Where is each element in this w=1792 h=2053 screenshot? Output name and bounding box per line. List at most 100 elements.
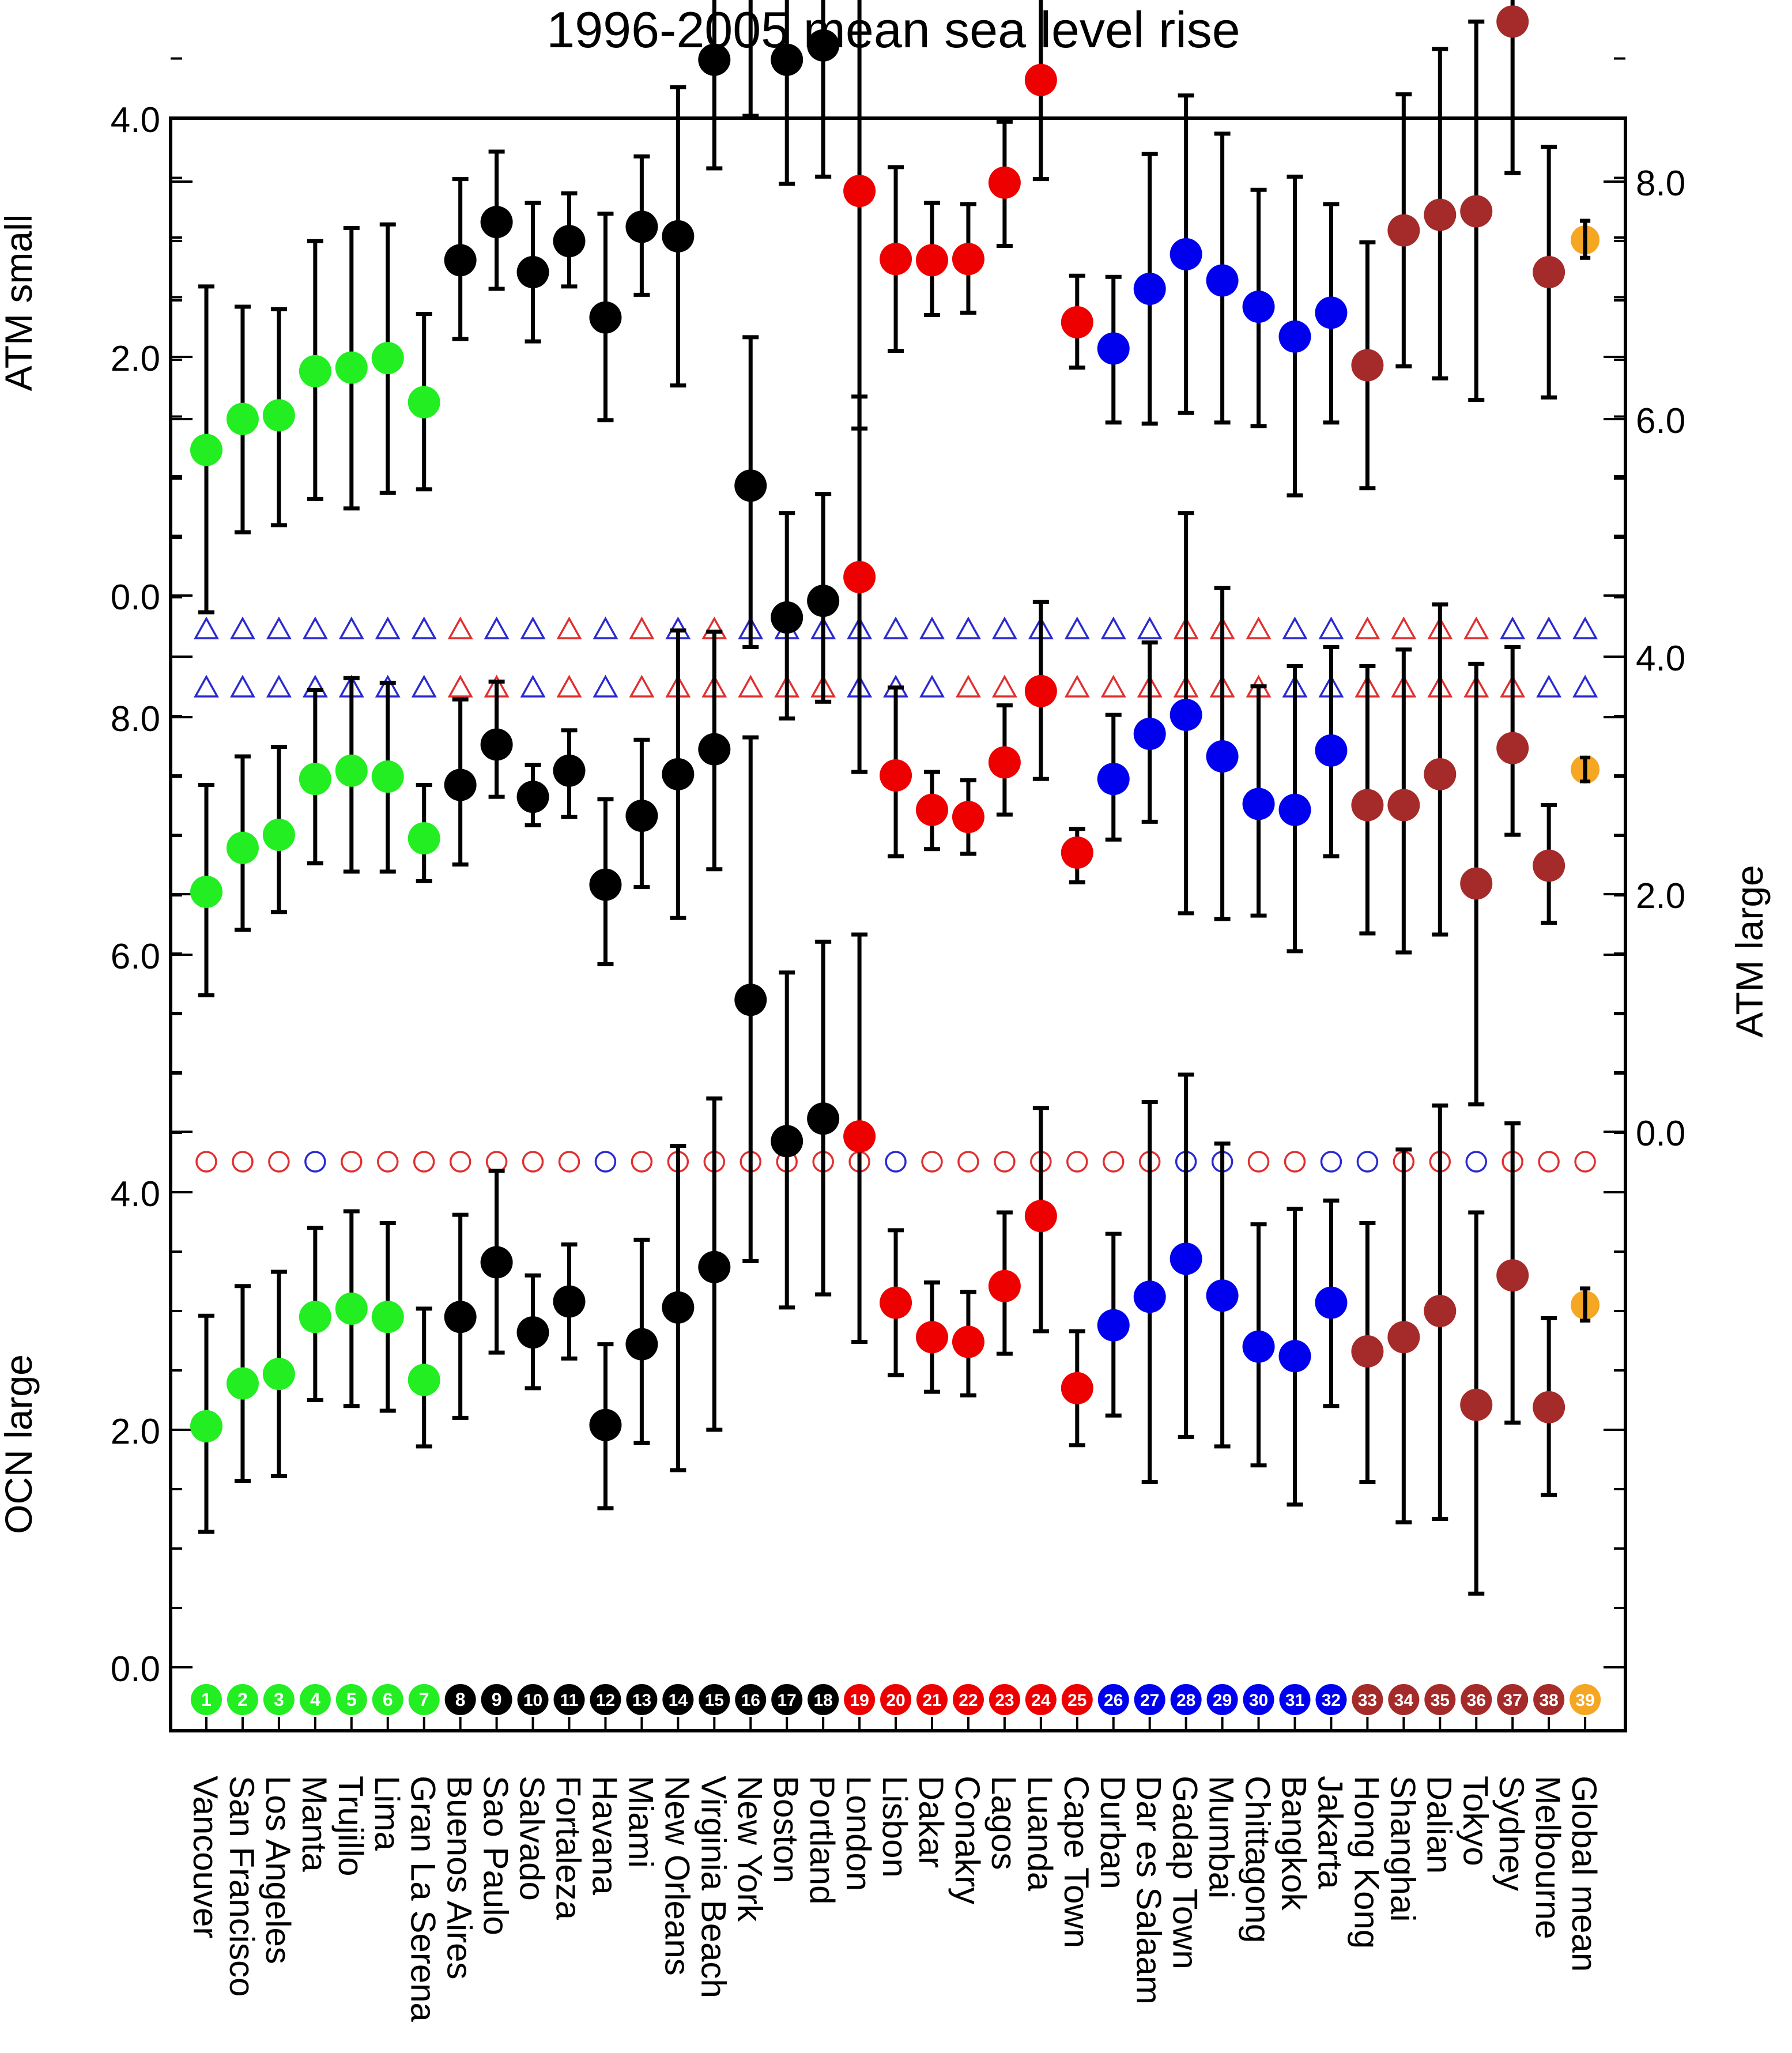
circle-marker — [341, 1151, 363, 1173]
data-point-36 — [1460, 1210, 1493, 1596]
point-marker — [1460, 1388, 1493, 1421]
point-marker — [952, 243, 984, 276]
circle-marker — [449, 1151, 471, 1173]
point-marker — [1496, 5, 1529, 38]
point-marker — [371, 1301, 404, 1333]
circle-marker — [268, 1151, 290, 1173]
data-point-17 — [771, 970, 803, 1310]
x-category-label: Mumbai — [1202, 1776, 1241, 1898]
data-point-19 — [843, 394, 876, 774]
number-badge-35: 35 — [1424, 1684, 1456, 1715]
point-marker — [408, 386, 440, 419]
point-marker — [1097, 332, 1130, 365]
data-point-17 — [771, 511, 803, 721]
badge-circle — [1533, 1684, 1565, 1715]
point-marker — [988, 1270, 1021, 1302]
badge-number: 21 — [922, 1691, 941, 1710]
data-point-38 — [1533, 145, 1565, 400]
data-point-38 — [1533, 1316, 1565, 1497]
data-point-35 — [1424, 1103, 1457, 1521]
data-point-2 — [226, 754, 259, 932]
point-marker — [1242, 1330, 1275, 1363]
data-point-21 — [916, 770, 948, 852]
x-category-label: Virginia Beach — [694, 1776, 733, 1998]
data-point-28 — [1169, 93, 1202, 415]
data-point-36 — [1460, 19, 1493, 402]
number-badge-27: 27 — [1134, 1684, 1165, 1715]
badge-number: 6 — [383, 1689, 393, 1710]
x-category-label: Havana — [585, 1776, 624, 1895]
triangle-marker — [883, 616, 909, 639]
point-marker — [1242, 788, 1275, 820]
triangle-marker — [1536, 675, 1562, 698]
point-marker — [480, 728, 513, 761]
point-marker — [734, 984, 767, 1016]
point-marker — [625, 210, 658, 243]
badge-circle — [1170, 1684, 1202, 1715]
point-marker — [843, 560, 876, 593]
badge-circle — [1315, 1684, 1347, 1715]
point-marker — [662, 1291, 695, 1324]
point-marker — [335, 1292, 368, 1325]
data-point-16 — [734, 735, 767, 1263]
data-point-25 — [1061, 1329, 1093, 1448]
data-point-19 — [843, 0, 876, 431]
data-point-4 — [299, 1226, 331, 1402]
point-marker — [1278, 320, 1311, 353]
number-badge-11: 11 — [553, 1684, 585, 1715]
data-point-11 — [553, 1242, 586, 1361]
badge-circle — [517, 1684, 549, 1715]
x-category-label: New Orleans — [658, 1776, 696, 1976]
data-point-30 — [1242, 187, 1275, 428]
point-marker — [1351, 349, 1384, 382]
badge-circle — [1134, 1684, 1165, 1715]
badge-circle — [1279, 1684, 1311, 1715]
point-marker — [516, 256, 549, 289]
triangle-marker — [411, 675, 437, 698]
triangle-marker — [520, 675, 546, 698]
circle-marker — [558, 1151, 580, 1173]
data-point-22 — [952, 1290, 984, 1397]
data-point-33 — [1351, 664, 1384, 936]
number-badge-25: 25 — [1061, 1684, 1093, 1715]
point-marker — [880, 1286, 912, 1319]
circle-marker — [1465, 1151, 1487, 1173]
data-point-7 — [408, 311, 440, 492]
data-point-25 — [1061, 273, 1093, 370]
point-marker — [1061, 306, 1093, 338]
point-marker — [698, 733, 731, 766]
badge-circle — [444, 1684, 476, 1715]
triangle-marker — [1572, 675, 1598, 698]
x-category-label: Salvado — [513, 1776, 552, 1901]
circle-marker — [304, 1151, 326, 1173]
point-marker — [734, 469, 767, 502]
number-badge-7: 7 — [408, 1684, 440, 1715]
badge-number: 12 — [596, 1691, 615, 1710]
data-point-39 — [1571, 755, 1600, 784]
circle-marker — [1247, 1151, 1270, 1173]
number-badge-2: 2 — [227, 1684, 258, 1715]
circle-marker — [1538, 1151, 1560, 1173]
point-marker — [408, 822, 440, 855]
x-category-label: Manta — [295, 1776, 334, 1872]
point-marker — [1424, 1295, 1457, 1327]
badge-number: 5 — [346, 1689, 357, 1710]
badge-number: 9 — [492, 1689, 502, 1710]
data-point-21 — [916, 1280, 948, 1394]
data-point-34 — [1387, 647, 1420, 955]
triangle-marker — [1572, 616, 1598, 639]
point-marker — [1496, 732, 1529, 764]
badge-circle — [299, 1684, 331, 1715]
x-category-label: Hong Kong — [1347, 1776, 1386, 1949]
point-marker — [190, 1410, 222, 1442]
triangle-marker — [1100, 675, 1126, 698]
circle-marker — [413, 1151, 435, 1173]
x-category-label: Portland — [803, 1776, 842, 1904]
data-points-layer — [190, 0, 1600, 1596]
data-point-37 — [1496, 0, 1529, 175]
triangle-marker — [1318, 616, 1344, 639]
number-badge-28: 28 — [1170, 1684, 1202, 1715]
triangle-marker — [520, 616, 546, 639]
point-marker — [371, 342, 404, 375]
